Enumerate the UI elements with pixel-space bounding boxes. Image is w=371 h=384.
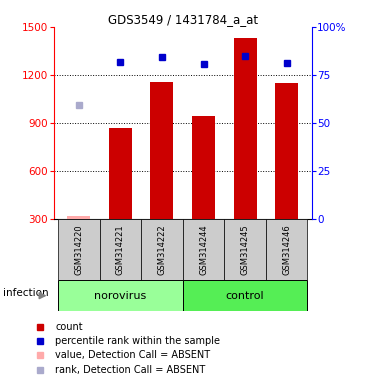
Bar <box>224 219 266 280</box>
Text: GSM314246: GSM314246 <box>282 224 291 275</box>
Text: percentile rank within the sample: percentile rank within the sample <box>55 336 220 346</box>
Bar <box>266 219 308 280</box>
Bar <box>58 219 99 280</box>
Title: GDS3549 / 1431784_a_at: GDS3549 / 1431784_a_at <box>108 13 258 26</box>
Text: control: control <box>226 291 265 301</box>
Bar <box>234 38 256 219</box>
Text: rank, Detection Call = ABSENT: rank, Detection Call = ABSENT <box>55 365 206 376</box>
Text: value, Detection Call = ABSENT: value, Detection Call = ABSENT <box>55 350 210 360</box>
Text: count: count <box>55 322 83 332</box>
Text: GSM314222: GSM314222 <box>157 224 167 275</box>
Text: GSM314220: GSM314220 <box>74 224 83 275</box>
Bar <box>99 219 141 280</box>
Bar <box>183 280 308 311</box>
Text: GSM314244: GSM314244 <box>199 224 208 275</box>
Text: norovirus: norovirus <box>94 291 147 301</box>
Bar <box>192 116 215 219</box>
Text: infection: infection <box>3 288 48 298</box>
Bar <box>151 82 173 219</box>
Bar <box>275 83 298 219</box>
Bar <box>141 219 183 280</box>
Text: GSM314221: GSM314221 <box>116 224 125 275</box>
Bar <box>183 219 224 280</box>
Bar <box>109 127 132 219</box>
Bar <box>67 216 90 219</box>
Bar <box>58 280 183 311</box>
Text: GSM314245: GSM314245 <box>241 224 250 275</box>
